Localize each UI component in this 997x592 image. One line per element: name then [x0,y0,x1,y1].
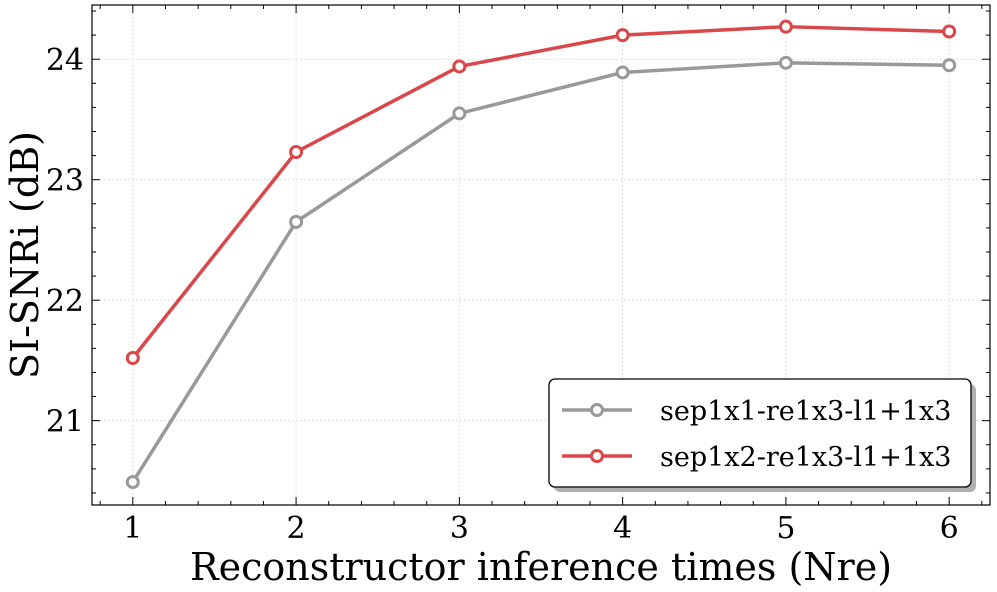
series-2 [125,19,957,366]
data-point [615,65,630,80]
x-tick-label: 6 [940,511,959,546]
data-point [615,28,630,43]
data-point [452,59,467,74]
y-tick-label: 24 [46,43,84,78]
plot-frame [91,4,991,506]
data-point [289,144,304,159]
minor-ticks [92,5,990,505]
x-tick-label: 4 [613,511,632,546]
y-tick-label: 21 [46,405,84,440]
data-point [452,106,467,121]
legend: sep1x1-re1x3-l1+1x3 sep1x2-re1x3-l1+1x3 [548,378,976,492]
y-tick-label: 23 [46,164,84,199]
data-point [125,475,140,490]
legend-marker-series-1 [590,403,604,417]
series-line [131,24,950,360]
data-point [942,24,957,39]
major-ticks [92,5,990,505]
series-1 [125,55,957,490]
y-tick-labels: 21 22 23 24 [46,43,84,439]
data-point [289,214,304,229]
data-point [942,58,957,73]
data-point [125,351,140,366]
data-point [778,55,793,70]
series-line [131,61,950,484]
x-tick-labels: 1 2 3 4 5 6 [123,511,958,546]
series-layer [125,19,957,490]
legend-box [548,378,972,488]
legend-label-series-1: sep1x1-re1x3-l1+1x3 [660,396,951,427]
y-axis-title: SI-SNRi (dB) [3,131,47,379]
x-axis-title: Reconstructor inference times (Nre) [190,545,892,589]
legend-marker-series-2 [590,449,604,463]
x-tick-label: 3 [450,511,469,546]
x-tick-label: 5 [776,511,795,546]
y-tick-label: 22 [46,284,84,319]
data-point [778,19,793,34]
legend-label-series-2: sep1x2-re1x3-l1+1x3 [660,442,951,473]
x-tick-label: 2 [287,511,306,546]
x-tick-label: 1 [123,511,142,546]
